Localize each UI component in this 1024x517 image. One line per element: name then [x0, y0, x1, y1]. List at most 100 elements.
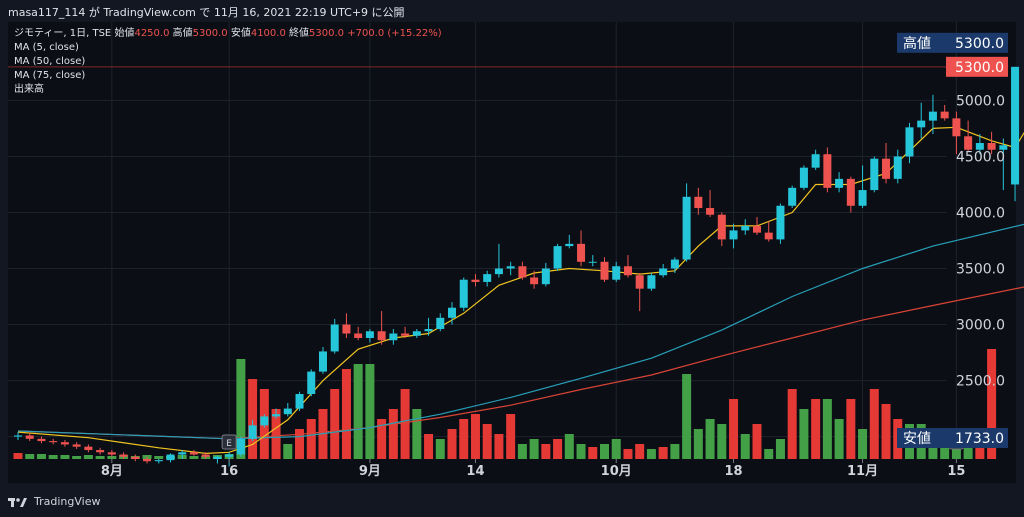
volume-bar [600, 444, 609, 459]
candle-body [330, 324, 339, 352]
y-tick-label: 3000.0 [956, 318, 1005, 334]
volume-bar [248, 379, 258, 459]
low-label: 安値 [230, 28, 251, 39]
candle-body [846, 178, 855, 206]
volume-bar [588, 447, 598, 459]
candle-body [588, 261, 597, 263]
high-value: 5300.0 [192, 28, 228, 39]
ma75-line [17, 286, 1024, 440]
candle-body [96, 450, 105, 453]
volume-bar [330, 389, 340, 459]
x-tick-label: 15 [947, 464, 965, 479]
candle-body [213, 456, 222, 459]
candle-body [893, 156, 902, 179]
time-axis[interactable] [8, 459, 946, 483]
volume-bar [447, 429, 457, 459]
y-tick-label: 4500.0 [956, 149, 1005, 165]
candle-body [49, 441, 58, 443]
candle-body [389, 333, 398, 341]
volume-bar [529, 439, 539, 459]
volume-bar [646, 449, 656, 459]
y-tick-label: 3500.0 [956, 262, 1005, 278]
volume-bar [658, 447, 668, 459]
via-text: が TradingView.com で [88, 6, 211, 19]
volume-bar [705, 419, 715, 459]
volume-bar [729, 399, 739, 459]
volume-bar [670, 444, 680, 459]
candle-body [225, 454, 234, 457]
plot-area[interactable] [8, 22, 946, 459]
candle-body [72, 444, 81, 447]
symbol-name[interactable]: ジモティー, 1日, TSE [14, 28, 112, 39]
volume-bar [60, 455, 70, 459]
candle-body [377, 331, 386, 341]
candle-body [612, 266, 621, 280]
volume-bar [494, 434, 504, 459]
ma50-legend[interactable]: MA (50, close) [14, 56, 86, 67]
candle-body [295, 394, 304, 409]
candle-body [342, 324, 351, 334]
volume-bar [740, 434, 750, 459]
candle-body [917, 120, 926, 128]
candle-body [318, 351, 327, 372]
candle-body [741, 225, 750, 231]
low-tag-box [897, 428, 1008, 448]
tradingview-logo-icon [8, 497, 27, 507]
low-tag-label: 安値 [903, 431, 931, 447]
candle-body [799, 167, 808, 188]
volume-bar [635, 444, 645, 459]
candle-body [987, 143, 996, 150]
volume-bar [377, 419, 387, 459]
author-name[interactable]: masa117_114 [8, 6, 86, 19]
publish-header: masa117_114 が TradingView.com で 11月 16, … [8, 4, 405, 20]
x-tick-label: 18 [724, 464, 742, 479]
candle-body [448, 307, 457, 318]
candle-body [401, 333, 410, 336]
x-tick-label: 11月 [847, 464, 878, 479]
candle-body [459, 279, 468, 308]
close-value: 5300.0 [309, 28, 345, 39]
candle-body [436, 317, 445, 330]
x-axis-ticks: 8月 16 9月 14 10月 18 11月 15 [101, 459, 965, 479]
volume-bar [154, 456, 164, 459]
volume-bar [95, 456, 105, 459]
candle-body [143, 459, 152, 462]
x-tick-label: 9月 [359, 464, 381, 479]
open-value: 4250.0 [134, 28, 170, 39]
ma5-legend[interactable]: MA (5, close) [14, 42, 79, 53]
candle-body [272, 414, 281, 417]
earnings-marker [221, 434, 237, 450]
volume-bar [482, 424, 492, 459]
volume-bar [682, 374, 692, 459]
candle-body [131, 456, 140, 459]
candle-body [553, 246, 562, 269]
volume-bar [752, 424, 762, 459]
volume-bar [470, 414, 480, 459]
open-label: 始値 [114, 28, 135, 39]
volume-bar [353, 364, 363, 459]
candle-body [60, 442, 69, 445]
volume-bar [693, 429, 703, 459]
candle-body [424, 329, 433, 332]
volume-bar [799, 409, 809, 459]
volume-bar [576, 444, 586, 459]
publish-date: 11月 16, 2021 22:19 UTC+9 に公開 [213, 6, 405, 19]
high-label: 高値 [172, 28, 193, 39]
candle-body [107, 452, 116, 455]
candle-body [494, 268, 503, 275]
candle-body [577, 243, 586, 262]
candle-body [752, 225, 761, 233]
candle-body [882, 158, 891, 179]
candle-body [236, 438, 245, 455]
candle-body [483, 274, 492, 282]
candle-body [835, 178, 844, 188]
volume-bar [775, 439, 785, 459]
volume-legend[interactable]: 出来高 [14, 84, 44, 95]
ma75-legend[interactable]: MA (75, close) [14, 70, 86, 81]
candle-body [260, 416, 269, 426]
footer-brand[interactable]: TradingView [8, 495, 100, 508]
candle-body [471, 279, 480, 282]
candle-body [905, 127, 914, 157]
volume-bar [717, 424, 727, 459]
